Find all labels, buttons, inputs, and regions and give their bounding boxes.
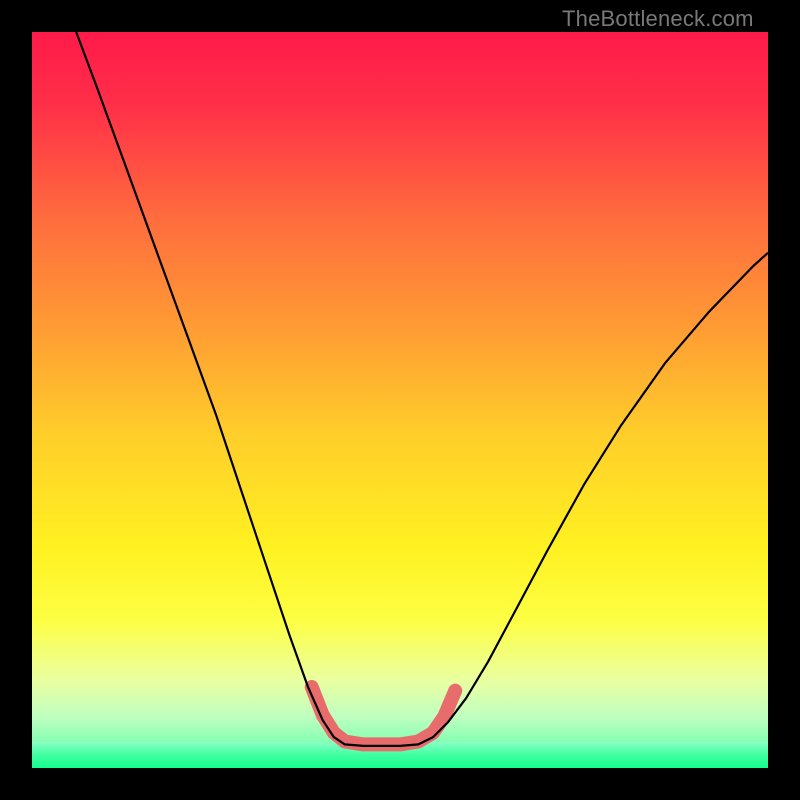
chart-svg — [32, 32, 768, 768]
bottleneck-curve — [76, 32, 768, 746]
outer-frame: TheBottleneck.com — [0, 0, 800, 800]
plot-area — [32, 32, 768, 768]
watermark-text: TheBottleneck.com — [562, 6, 754, 32]
